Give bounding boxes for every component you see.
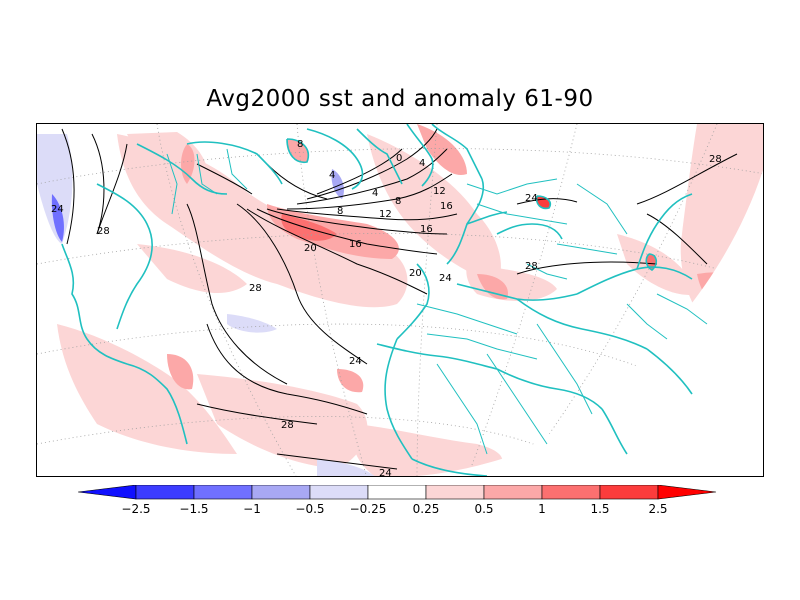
contour-label: 16 [420,224,433,235]
anomaly-region [137,244,247,294]
colorbar-box [599,485,659,500]
colorbar-box [425,485,485,500]
anomaly-region-strong [181,144,195,184]
contour-label: 8 [337,206,343,217]
contour-label: 4 [329,170,335,181]
anomaly-core [646,254,657,270]
graticule [37,124,763,476]
contour-label: 24 [439,273,452,284]
negative-anomaly [317,459,377,476]
contour-label: 8 [297,139,303,150]
contour-label: 8 [395,196,401,207]
negative-anomaly-strong [51,194,64,242]
borders [166,148,708,455]
colorbar-tick-label: 0.5 [474,502,493,516]
colorbar-end-right [657,485,717,500]
colorbar-tick-label: 1 [538,502,546,516]
contour-labels: 24 28 28 20 16 12 8 4 0 4 8 12 16 16 20 … [51,139,722,477]
contour-label: 16 [440,201,453,212]
colorbar-tick-label: 1.5 [590,502,609,516]
colorbar-tick-label: −0.25 [350,502,387,516]
contour-label: 20 [409,268,422,279]
contour-label: 28 [709,154,722,165]
contour-label: 24 [51,204,64,215]
colorbar-tick-label: −2.5 [121,502,150,516]
colorbar-box [193,485,253,500]
colorbar-box [251,485,311,500]
colorbar-tick-label: 2.5 [648,502,667,516]
anomaly-region [353,424,503,476]
colorbar-box [541,485,601,500]
contour-label: 28 [97,226,110,237]
contour-label: 24 [379,468,392,477]
contour-label: 28 [249,283,262,294]
colorbar: −2.5 −1.5 −1 −0.5 −0.25 0.25 0.5 1 1.5 2.5 [78,485,717,516]
contour-label: 24 [525,193,538,204]
anomaly-region-strong [337,369,364,393]
anomaly-region-strong [417,124,467,175]
contour-label: 20 [304,243,317,254]
anomaly-region-strong [167,354,194,390]
colorbar-box [483,485,543,500]
colorbar-tick-label: −0.5 [295,502,324,516]
negative-anomaly [331,169,344,199]
contour-label: 28 [525,261,538,272]
sst-contours [61,128,738,470]
contour-label: 4 [372,188,378,199]
contour-label: 28 [281,420,294,431]
colorbar-box [135,485,195,500]
anomaly-region-strong [477,274,508,300]
colorbar-boxes [78,485,717,500]
colorbar-tick-label: −1.5 [179,502,208,516]
colorbar-box [367,485,427,500]
anomaly-region [197,374,368,469]
anomaly-region-strong [697,272,740,310]
anomaly-region [57,324,237,454]
anomaly-core [281,214,337,241]
contour-label: 24 [349,356,362,367]
colorbar-end-left [78,485,137,500]
colorbar-ticks: −2.5 −1.5 −1 −0.5 −0.25 0.25 0.5 1 1.5 2.5 [121,502,667,516]
colorbar-tick-label: 0.25 [413,502,440,516]
negative-anomaly [227,314,277,333]
colorbar-box [309,485,369,500]
contour-label: 4 [419,158,425,169]
coastlines [61,124,693,476]
map-title: Avg2000 sst and anomaly 61-90 [206,86,594,112]
contour-label: 0 [396,153,402,164]
negative-anomaly [37,134,73,244]
map-frame: 24 28 28 20 16 12 8 4 0 4 8 12 16 16 20 … [36,123,764,477]
colorbar-tick-label: −1 [243,502,261,516]
contour-label: 16 [349,239,362,250]
anomaly-region [367,134,501,284]
contour-label: 12 [379,209,392,220]
anomaly-region [617,234,697,295]
contour-label: 12 [433,186,446,197]
sst-map: 24 28 28 20 16 12 8 4 0 4 8 12 16 16 20 … [37,124,763,477]
